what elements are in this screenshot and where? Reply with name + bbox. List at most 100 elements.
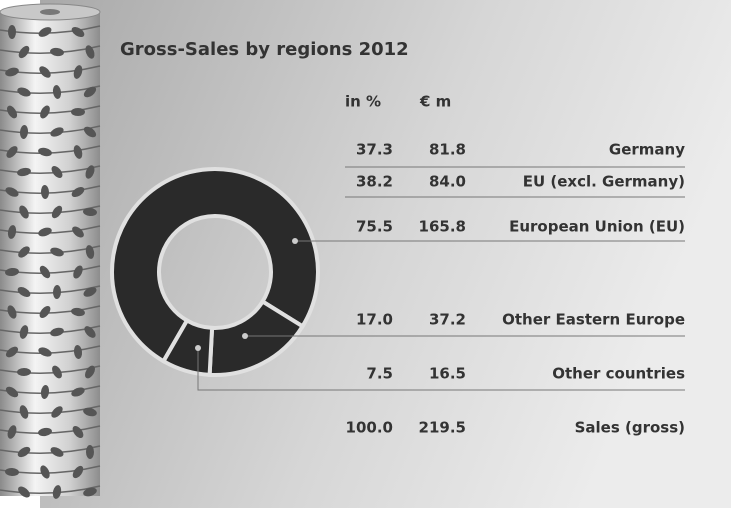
leaf xyxy=(19,405,29,419)
leaf xyxy=(71,387,85,397)
leaf xyxy=(73,65,83,79)
leaf xyxy=(17,446,31,458)
leaf xyxy=(5,67,19,77)
amount-cell: 219.5 xyxy=(419,419,466,437)
leaf xyxy=(19,125,29,139)
leaf xyxy=(83,86,97,98)
leaf xyxy=(19,205,29,219)
chart-title: Gross-Sales by regions 2012 xyxy=(120,39,409,60)
donut-segment xyxy=(110,167,320,364)
leaf xyxy=(7,305,17,319)
leaf xyxy=(72,465,84,479)
leaf xyxy=(71,26,85,38)
leaf xyxy=(17,167,31,177)
percent-cell: 17.0 xyxy=(356,311,393,329)
leaf xyxy=(19,325,29,339)
leaf xyxy=(52,85,62,99)
leaf xyxy=(17,87,31,97)
leaf xyxy=(83,207,97,217)
leaf xyxy=(38,147,52,157)
leaf xyxy=(50,127,64,137)
leaf xyxy=(85,45,95,59)
leaf xyxy=(7,225,17,239)
column-header: € m xyxy=(419,93,451,111)
leaf xyxy=(38,227,52,237)
percent-cell: 100.0 xyxy=(346,419,393,437)
leader-dot xyxy=(195,345,201,351)
leaf xyxy=(40,105,50,119)
leaf xyxy=(50,247,64,257)
leaf xyxy=(71,108,85,116)
leaf xyxy=(39,66,51,78)
leaf xyxy=(40,185,50,199)
leaf xyxy=(5,267,19,277)
leaf xyxy=(85,245,95,259)
leaf xyxy=(6,105,18,119)
leaf xyxy=(51,406,63,418)
percent-cell: 37.3 xyxy=(356,141,393,159)
roll-core xyxy=(40,9,60,15)
roll-body xyxy=(0,12,100,496)
leaf xyxy=(50,47,64,57)
column-header: in % xyxy=(345,93,381,111)
row-label: Sales (gross) xyxy=(575,419,685,437)
amount-cell: 16.5 xyxy=(429,365,466,383)
leaf xyxy=(72,226,84,238)
paper-roll xyxy=(0,3,101,499)
row-label: Other countries xyxy=(552,365,685,383)
leaf xyxy=(5,346,19,358)
leaf xyxy=(52,365,62,379)
row-label: EU (excl. Germany) xyxy=(523,173,685,191)
donut-segment xyxy=(160,317,215,377)
leaf xyxy=(50,327,64,337)
row-label: European Union (EU) xyxy=(509,218,685,236)
percent-cell: 38.2 xyxy=(356,173,393,191)
leaf xyxy=(72,425,84,439)
leaf xyxy=(83,126,97,138)
leaf xyxy=(39,265,51,279)
amount-cell: 165.8 xyxy=(419,218,466,236)
leaf xyxy=(40,465,50,479)
leaf xyxy=(38,427,52,437)
leaf xyxy=(84,326,96,338)
leaf xyxy=(52,285,62,299)
row-label: Germany xyxy=(609,141,685,159)
leaf xyxy=(50,447,64,457)
leaf xyxy=(18,45,30,59)
leaf xyxy=(38,347,52,357)
leaf xyxy=(51,205,63,219)
leaf xyxy=(51,166,63,178)
leaf xyxy=(73,145,83,159)
leaf xyxy=(40,385,50,399)
leaf xyxy=(71,186,85,198)
leader-dot xyxy=(292,238,298,244)
table: in % € m Germany 37.3 81.8 EU (excl. Germany)… xyxy=(345,93,685,437)
row-label: Other Eastern Europe xyxy=(502,311,685,329)
amount-cell: 37.2 xyxy=(429,311,466,329)
leaf xyxy=(83,287,97,297)
leaf xyxy=(52,485,62,499)
leaf xyxy=(73,265,83,279)
leaf xyxy=(83,407,97,417)
leaf xyxy=(73,345,83,359)
leaf xyxy=(17,367,31,377)
percent-cell: 7.5 xyxy=(366,365,393,383)
percent-cell: 75.5 xyxy=(356,218,393,236)
amount-cell: 84.0 xyxy=(429,173,466,191)
leaf xyxy=(18,486,30,498)
leaf xyxy=(83,487,97,497)
leaf xyxy=(7,425,17,439)
leaf xyxy=(5,187,19,197)
leaf xyxy=(39,306,51,318)
leaf xyxy=(6,146,18,158)
leaf xyxy=(5,467,19,477)
leader-dot xyxy=(242,333,248,339)
leaf xyxy=(18,246,30,258)
leaf xyxy=(8,25,16,39)
leaf xyxy=(85,365,95,379)
leaf xyxy=(5,386,19,398)
leaf xyxy=(71,307,85,317)
leaf xyxy=(85,445,95,459)
leader-line xyxy=(197,348,685,391)
